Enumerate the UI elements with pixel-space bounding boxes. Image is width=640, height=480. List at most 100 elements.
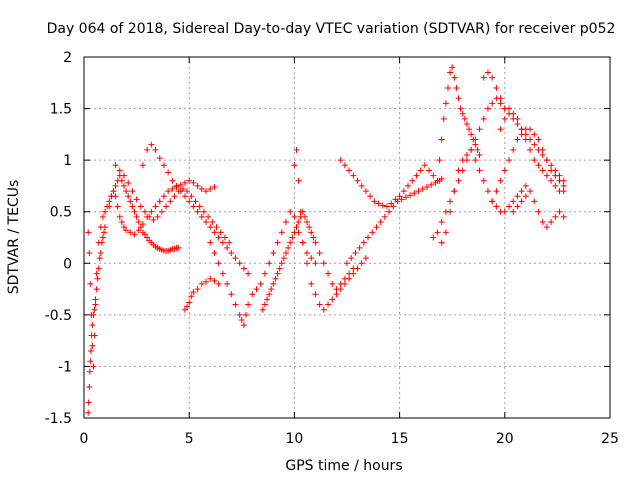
data-point: [135, 227, 142, 234]
data-point: [127, 229, 134, 236]
data-point: [142, 208, 149, 215]
data-point: [92, 296, 99, 303]
data-point: [360, 239, 367, 246]
data-point: [88, 311, 95, 318]
data-point: [543, 224, 550, 231]
data-point: [236, 260, 243, 267]
data-point: [224, 280, 231, 287]
data-point: [240, 322, 247, 329]
data-point: [112, 182, 119, 189]
data-point: [152, 203, 159, 210]
data-point: [144, 146, 151, 153]
data-point: [86, 249, 93, 256]
data-point: [278, 260, 285, 267]
data-point: [177, 188, 184, 195]
data-point: [99, 213, 106, 220]
data-point: [472, 141, 479, 148]
data-series: [85, 64, 567, 416]
data-point: [89, 342, 96, 349]
x-tick-label: 25: [601, 431, 619, 447]
x-axis-title: GPS time / hours: [285, 458, 402, 474]
data-point: [228, 291, 235, 298]
data-point: [447, 198, 454, 205]
data-point: [535, 162, 542, 169]
data-point: [198, 213, 205, 220]
data-point: [291, 213, 298, 220]
data-point: [196, 203, 203, 210]
data-point: [375, 200, 382, 207]
data-point: [461, 115, 468, 122]
data-point: [131, 208, 138, 215]
data-point: [480, 74, 487, 81]
y-tick-label: 1.5: [50, 102, 72, 118]
data-point: [362, 188, 369, 195]
data-point: [87, 347, 94, 354]
data-point: [539, 151, 546, 158]
data-point: [514, 115, 521, 122]
data-point: [556, 208, 563, 215]
data-point: [320, 306, 327, 313]
data-point: [350, 270, 357, 277]
data-point: [484, 105, 491, 112]
data-point: [308, 255, 315, 262]
data-point: [200, 208, 207, 215]
data-point: [506, 203, 513, 210]
data-point: [85, 409, 92, 416]
data-point: [493, 84, 500, 91]
data-point: [442, 229, 449, 236]
data-point: [344, 260, 350, 267]
data-point: [125, 179, 132, 186]
data-point: [352, 249, 359, 256]
data-point: [466, 126, 473, 133]
data-point: [510, 110, 517, 117]
y-tick-label: -0.5: [45, 308, 72, 324]
data-point: [120, 182, 127, 189]
data-point: [430, 234, 437, 241]
data-point: [440, 115, 447, 122]
data-point: [213, 224, 220, 231]
data-point: [426, 167, 433, 174]
data-point: [144, 234, 151, 241]
data-point: [444, 84, 451, 91]
data-point: [175, 244, 182, 251]
data-point: [304, 219, 311, 226]
data-point: [207, 186, 214, 193]
data-point: [133, 196, 140, 203]
data-point: [219, 239, 226, 246]
data-point: [301, 213, 308, 220]
data-point: [543, 157, 550, 164]
data-point: [171, 193, 178, 200]
data-point: [95, 239, 102, 246]
data-point: [463, 151, 470, 158]
data-point: [386, 208, 393, 215]
data-point: [205, 213, 212, 220]
data-point: [211, 229, 218, 236]
data-point: [188, 193, 195, 200]
data-point: [282, 219, 289, 226]
data-point: [106, 203, 113, 210]
data-point: [421, 162, 428, 169]
data-point: [228, 249, 235, 256]
data-point: [447, 69, 454, 76]
data-point: [407, 192, 414, 199]
data-point: [484, 188, 491, 195]
data-point: [150, 216, 157, 223]
data-point: [156, 155, 163, 162]
data-point: [329, 280, 336, 287]
data-point: [394, 198, 401, 205]
y-tick-label: 2: [63, 50, 72, 66]
data-point: [451, 188, 458, 195]
data-point: [173, 182, 180, 189]
data-point: [409, 177, 416, 184]
data-point: [287, 239, 294, 246]
data-point: [211, 183, 218, 190]
data-point: [354, 265, 361, 272]
y-axis-title: SDTVAR / TECUs: [6, 180, 22, 295]
data-point: [337, 286, 344, 293]
data-point: [312, 239, 319, 246]
data-point: [156, 198, 163, 205]
data-point: [423, 183, 430, 190]
data-point: [207, 275, 214, 282]
data-point: [346, 167, 353, 174]
